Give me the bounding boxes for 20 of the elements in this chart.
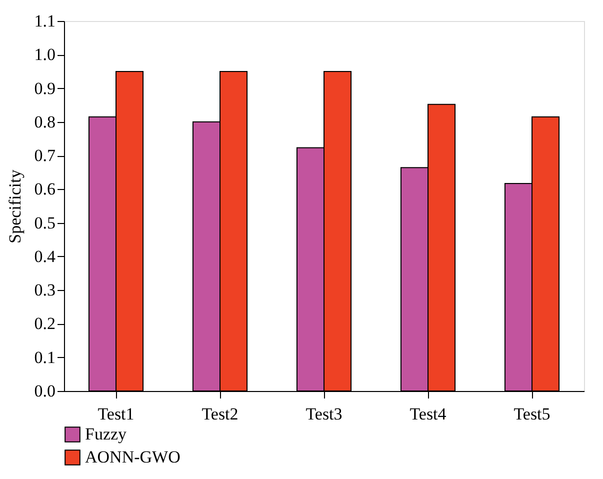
- y-axis-title: Specificity: [5, 169, 24, 244]
- y-tick-label: 0.7: [34, 146, 56, 166]
- y-tick-label: 0.2: [34, 314, 56, 334]
- y-tick-label: 0.9: [34, 78, 56, 98]
- legend-label: AONN-GWO: [85, 448, 180, 466]
- y-tick-label: 0.6: [34, 180, 56, 199]
- y-tick-label: 0.5: [34, 213, 56, 232]
- y-tick-label: 0.4: [34, 246, 56, 266]
- x-tick-label: Test5: [514, 404, 550, 424]
- y-tick-label: 0.3: [34, 280, 56, 300]
- y-tick-label: 0.0: [34, 382, 56, 400]
- x-tick-label: Test3: [306, 404, 342, 424]
- y-tick-label: 1.1: [34, 12, 56, 30]
- x-tick-label: Test2: [202, 404, 238, 424]
- y-tick-label: 0.1: [34, 348, 56, 367]
- legend-label: Fuzzy: [85, 424, 128, 444]
- x-tick-label: Test4: [410, 404, 447, 424]
- y-tick-label: 1.0: [34, 45, 56, 64]
- x-tick-label: Test1: [98, 404, 134, 424]
- y-tick-label: 0.8: [34, 112, 56, 132]
